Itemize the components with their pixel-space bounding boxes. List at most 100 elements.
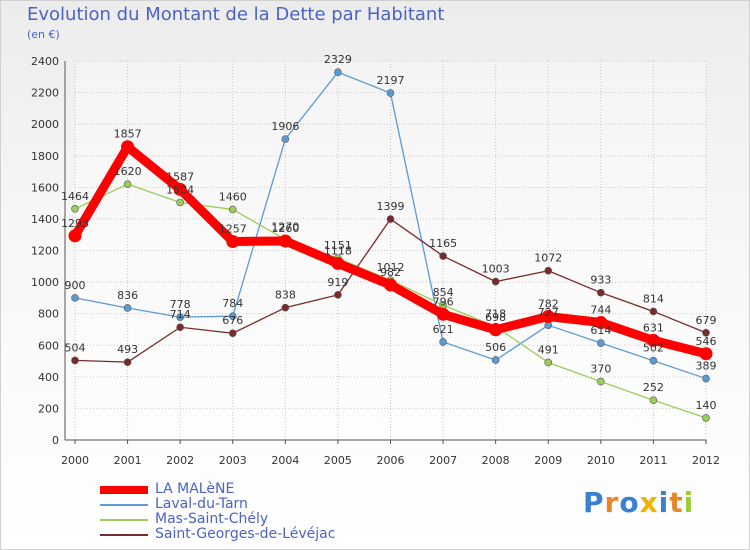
data-point <box>386 89 395 97</box>
y-tick-label: 2200 <box>31 87 59 100</box>
data-point <box>439 252 447 260</box>
x-tick-label: 2000 <box>61 454 89 467</box>
legend-label: LA MALèNE <box>155 481 235 497</box>
data-label: 900 <box>65 279 86 292</box>
data-label: 1906 <box>271 120 299 133</box>
legend-label: Mas-Saint-Chély <box>155 511 269 527</box>
y-tick-label: 1400 <box>31 213 59 226</box>
data-point <box>228 312 237 320</box>
data-point <box>123 180 132 188</box>
y-tick-label: 0 <box>52 434 59 447</box>
data-label: 854 <box>433 286 454 299</box>
data-label: 796 <box>433 295 454 308</box>
data-point <box>489 323 503 337</box>
data-label: 982 <box>380 266 401 279</box>
data-label: 933 <box>590 274 611 287</box>
legend-swatch <box>100 486 148 494</box>
data-point <box>281 135 290 143</box>
data-label: 1399 <box>377 200 405 213</box>
logo-letter: r <box>604 486 620 519</box>
x-tick-label: 2004 <box>271 454 299 467</box>
legend-swatch <box>100 519 148 521</box>
data-label: 506 <box>485 341 506 354</box>
data-label: 814 <box>643 292 664 305</box>
logo-letter: t <box>669 486 684 519</box>
data-point <box>649 307 658 316</box>
legend-item: Mas-Saint-Chély <box>100 511 420 528</box>
data-point <box>384 278 397 292</box>
y-tick-label: 800 <box>38 308 59 321</box>
x-tick-label: 2011 <box>639 454 667 467</box>
data-point <box>436 307 450 321</box>
data-point <box>176 313 184 321</box>
data-label: 502 <box>643 342 664 355</box>
data-label: 1504 <box>166 183 194 196</box>
data-point <box>331 256 345 270</box>
x-tick-label: 2003 <box>219 454 247 467</box>
y-tick-label: 1800 <box>31 150 59 163</box>
y-tick-label: 1600 <box>31 181 59 194</box>
y-tick-label: 2000 <box>31 118 59 131</box>
data-label: 1151 <box>324 239 352 252</box>
data-point <box>123 358 132 366</box>
data-label: 631 <box>643 321 664 334</box>
data-label: 838 <box>275 289 296 302</box>
data-point <box>699 347 713 361</box>
data-label: 546 <box>696 335 717 348</box>
data-label: 1118 <box>324 244 352 257</box>
data-label: 370 <box>590 363 611 376</box>
data-point <box>386 215 395 223</box>
data-point <box>597 288 605 297</box>
data-point <box>173 182 187 196</box>
legend-label: Saint-Georges-de-Lévéjac <box>155 526 336 542</box>
data-label: 621 <box>433 323 454 336</box>
x-tick-label: 2005 <box>324 454 352 467</box>
data-point <box>544 266 553 275</box>
data-label: 1072 <box>534 252 562 265</box>
data-point <box>68 229 82 243</box>
data-point <box>541 310 555 324</box>
data-label: 744 <box>590 304 611 317</box>
y-tick-label: 600 <box>38 339 59 352</box>
data-label: 1460 <box>219 190 247 203</box>
data-label: 919 <box>327 276 348 289</box>
data-label: 1165 <box>429 237 457 250</box>
data-label: 718 <box>485 308 506 321</box>
data-label: 1257 <box>219 222 247 235</box>
data-label: 727 <box>538 306 559 319</box>
legend-item: Saint-Georges-de-Lévéjac <box>100 526 420 543</box>
logo-letter: i <box>683 486 695 519</box>
chart-subtitle: (en €) <box>27 28 60 41</box>
data-label: 491 <box>538 343 559 356</box>
data-point <box>594 316 608 330</box>
x-tick-label: 2010 <box>587 454 615 467</box>
data-point <box>597 377 605 386</box>
data-label: 614 <box>590 324 611 337</box>
chart-title: Evolution du Montant de la Dette par Hab… <box>27 4 445 25</box>
data-label: 1620 <box>114 165 142 178</box>
data-label: 679 <box>696 314 717 327</box>
legend-swatch <box>100 534 148 536</box>
data-point <box>228 329 237 338</box>
legend-swatch <box>100 504 148 506</box>
data-label: 1587 <box>166 170 194 183</box>
data-point <box>71 356 79 365</box>
data-point <box>439 338 447 346</box>
data-label: 1857 <box>114 128 142 141</box>
data-point <box>334 291 342 299</box>
x-tick-label: 2001 <box>114 454 142 467</box>
data-label: 714 <box>170 308 191 321</box>
data-point <box>491 356 500 364</box>
data-point <box>702 374 710 383</box>
data-label: 493 <box>117 343 138 356</box>
y-tick-label: 200 <box>38 402 59 415</box>
data-point <box>491 277 500 286</box>
data-label: 698 <box>485 311 506 324</box>
data-point <box>334 68 342 77</box>
data-label: 1003 <box>482 263 510 276</box>
legend-label: Laval-du-Tarn <box>155 496 248 512</box>
data-label: 778 <box>170 298 191 311</box>
data-point <box>278 234 292 248</box>
data-point <box>121 140 135 154</box>
data-label: 504 <box>65 341 86 354</box>
